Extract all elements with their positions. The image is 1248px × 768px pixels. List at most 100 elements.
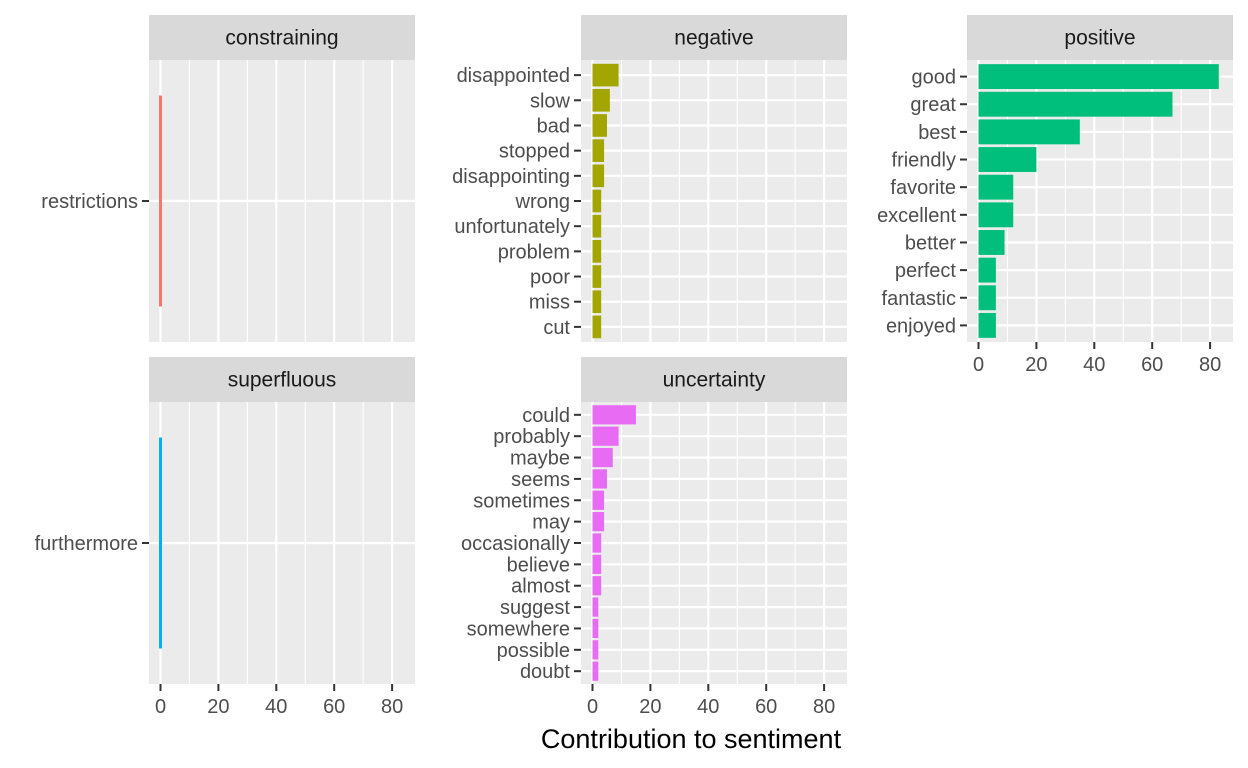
y-tick-label: miss xyxy=(529,292,570,314)
y-tick-label: friendly xyxy=(892,150,956,172)
y-tick-label: favorite xyxy=(890,177,956,199)
y-tick-label: problem xyxy=(498,241,570,263)
x-tick-label: 40 xyxy=(1083,354,1105,376)
bar-problem xyxy=(592,240,602,263)
y-tick-label: bad xyxy=(537,115,570,137)
bar-wrong xyxy=(592,189,602,213)
facet-constraining: constraining restrictions xyxy=(41,15,415,342)
bar-possible xyxy=(592,640,599,660)
bar-favorite xyxy=(978,174,1014,200)
y-tick-label: fantastic xyxy=(882,288,956,310)
x-tick-label: 60 xyxy=(323,696,345,718)
bar-occasionally xyxy=(592,533,602,553)
x-tick-label: 0 xyxy=(973,354,984,376)
y-tick-label: disappointed xyxy=(457,65,570,87)
bar-friendly xyxy=(978,147,1037,172)
y-tick-label: almost xyxy=(511,576,570,598)
bar-doubt xyxy=(592,661,599,681)
y-tick-label: wrong xyxy=(515,191,570,213)
y-tick-label: cut xyxy=(543,317,570,339)
x-axis-title: Contribution to sentiment xyxy=(541,724,842,754)
bar-poor xyxy=(592,265,602,288)
bar-unfortunately xyxy=(592,214,602,238)
bar-could xyxy=(592,405,636,425)
y-tick-label: occasionally xyxy=(461,533,570,555)
y-tick-label: somewhere xyxy=(467,618,570,640)
y-tick-label: suggest xyxy=(500,597,570,619)
y-tick-label: disappointing xyxy=(452,166,570,188)
x-tick-label: 80 xyxy=(381,696,403,718)
y-tick-label: sometimes xyxy=(473,490,570,512)
y-tick-label: maybe xyxy=(510,448,570,470)
chart-panels: constraining restrictions negative disappoi… xyxy=(35,15,1233,718)
bar-bad xyxy=(592,114,607,137)
bar-seems xyxy=(592,469,607,489)
x-tick-label: 80 xyxy=(1199,354,1221,376)
bar-somewhere xyxy=(592,618,599,639)
y-tick-label: seems xyxy=(511,469,570,491)
bar-maybe xyxy=(592,447,613,468)
facet-uncertainty: uncertainty couldprobablymaybeseemssometi… xyxy=(461,357,847,718)
bar-suggest xyxy=(592,597,599,617)
bar-better xyxy=(978,230,1005,255)
y-tick-label: restrictions xyxy=(41,191,138,213)
bar-restrictions xyxy=(159,95,162,307)
y-tick-label: probably xyxy=(493,426,570,448)
bar-perfect xyxy=(978,257,996,283)
bar-sometimes xyxy=(592,490,605,510)
x-tick-label: 40 xyxy=(697,696,719,718)
facet-strip-label: constraining xyxy=(225,27,338,50)
y-tick-label: may xyxy=(532,512,570,534)
facet-negative: negative disappointed slow bad stopped disapp… xyxy=(452,15,847,342)
bar-stopped xyxy=(592,139,605,162)
bar-enjoyed xyxy=(978,312,996,338)
x-tick-label: 0 xyxy=(587,696,598,718)
y-tick-label: slow xyxy=(530,90,571,112)
facet-superfluous: superfluous furthermore 0 20 40 60 80 xyxy=(35,357,415,718)
bar-may xyxy=(592,512,605,532)
y-tick-label: believe xyxy=(507,554,570,576)
y-tick-label: unfortunately xyxy=(454,216,570,238)
bar-excellent xyxy=(978,202,1014,228)
x-tick-label: 20 xyxy=(207,696,229,718)
bar-miss xyxy=(592,290,602,314)
bar-slow xyxy=(592,88,610,112)
facet-strip xyxy=(967,15,1233,60)
y-tick-label: great xyxy=(910,94,956,116)
x-tick-label: 80 xyxy=(813,696,835,718)
bar-best xyxy=(978,119,1080,145)
bar-furthermore xyxy=(159,437,162,649)
bar-disappointed xyxy=(592,63,619,87)
facet-strip-label: superfluous xyxy=(228,369,337,392)
bar-probably xyxy=(592,426,619,446)
y-tick-label: enjoyed xyxy=(886,315,956,337)
y-tick-label: stopped xyxy=(499,141,570,163)
x-tick-label: 60 xyxy=(1141,354,1163,376)
y-tick-label: best xyxy=(918,122,956,144)
x-tick-label: 20 xyxy=(639,696,661,718)
bar-believe xyxy=(592,554,602,574)
x-tick-label: 40 xyxy=(265,696,287,718)
bar-almost xyxy=(592,576,602,596)
bar-great xyxy=(978,91,1173,117)
y-tick-label: doubt xyxy=(520,661,570,683)
y-tick-label: perfect xyxy=(895,260,957,282)
facet-strip xyxy=(149,15,415,60)
facet-positive: positive good great best friendly favorite exc… xyxy=(877,15,1233,376)
bar-fantastic xyxy=(978,285,996,311)
y-tick-label: could xyxy=(522,405,570,427)
y-tick-label: furthermore xyxy=(35,533,138,555)
y-tick-label: excellent xyxy=(877,205,956,227)
facet-strip xyxy=(581,15,847,60)
facet-strip-label: positive xyxy=(1064,27,1135,50)
bar-cut xyxy=(592,315,602,339)
x-tick-label: 60 xyxy=(755,696,777,718)
facet-strip xyxy=(581,357,847,402)
facet-strip-label: uncertainty xyxy=(663,369,766,392)
facet-strip xyxy=(149,357,415,402)
y-tick-label: possible xyxy=(497,640,570,662)
facet-strip-label: negative xyxy=(674,27,753,50)
y-tick-label: better xyxy=(905,232,956,254)
x-tick-label: 20 xyxy=(1025,354,1047,376)
